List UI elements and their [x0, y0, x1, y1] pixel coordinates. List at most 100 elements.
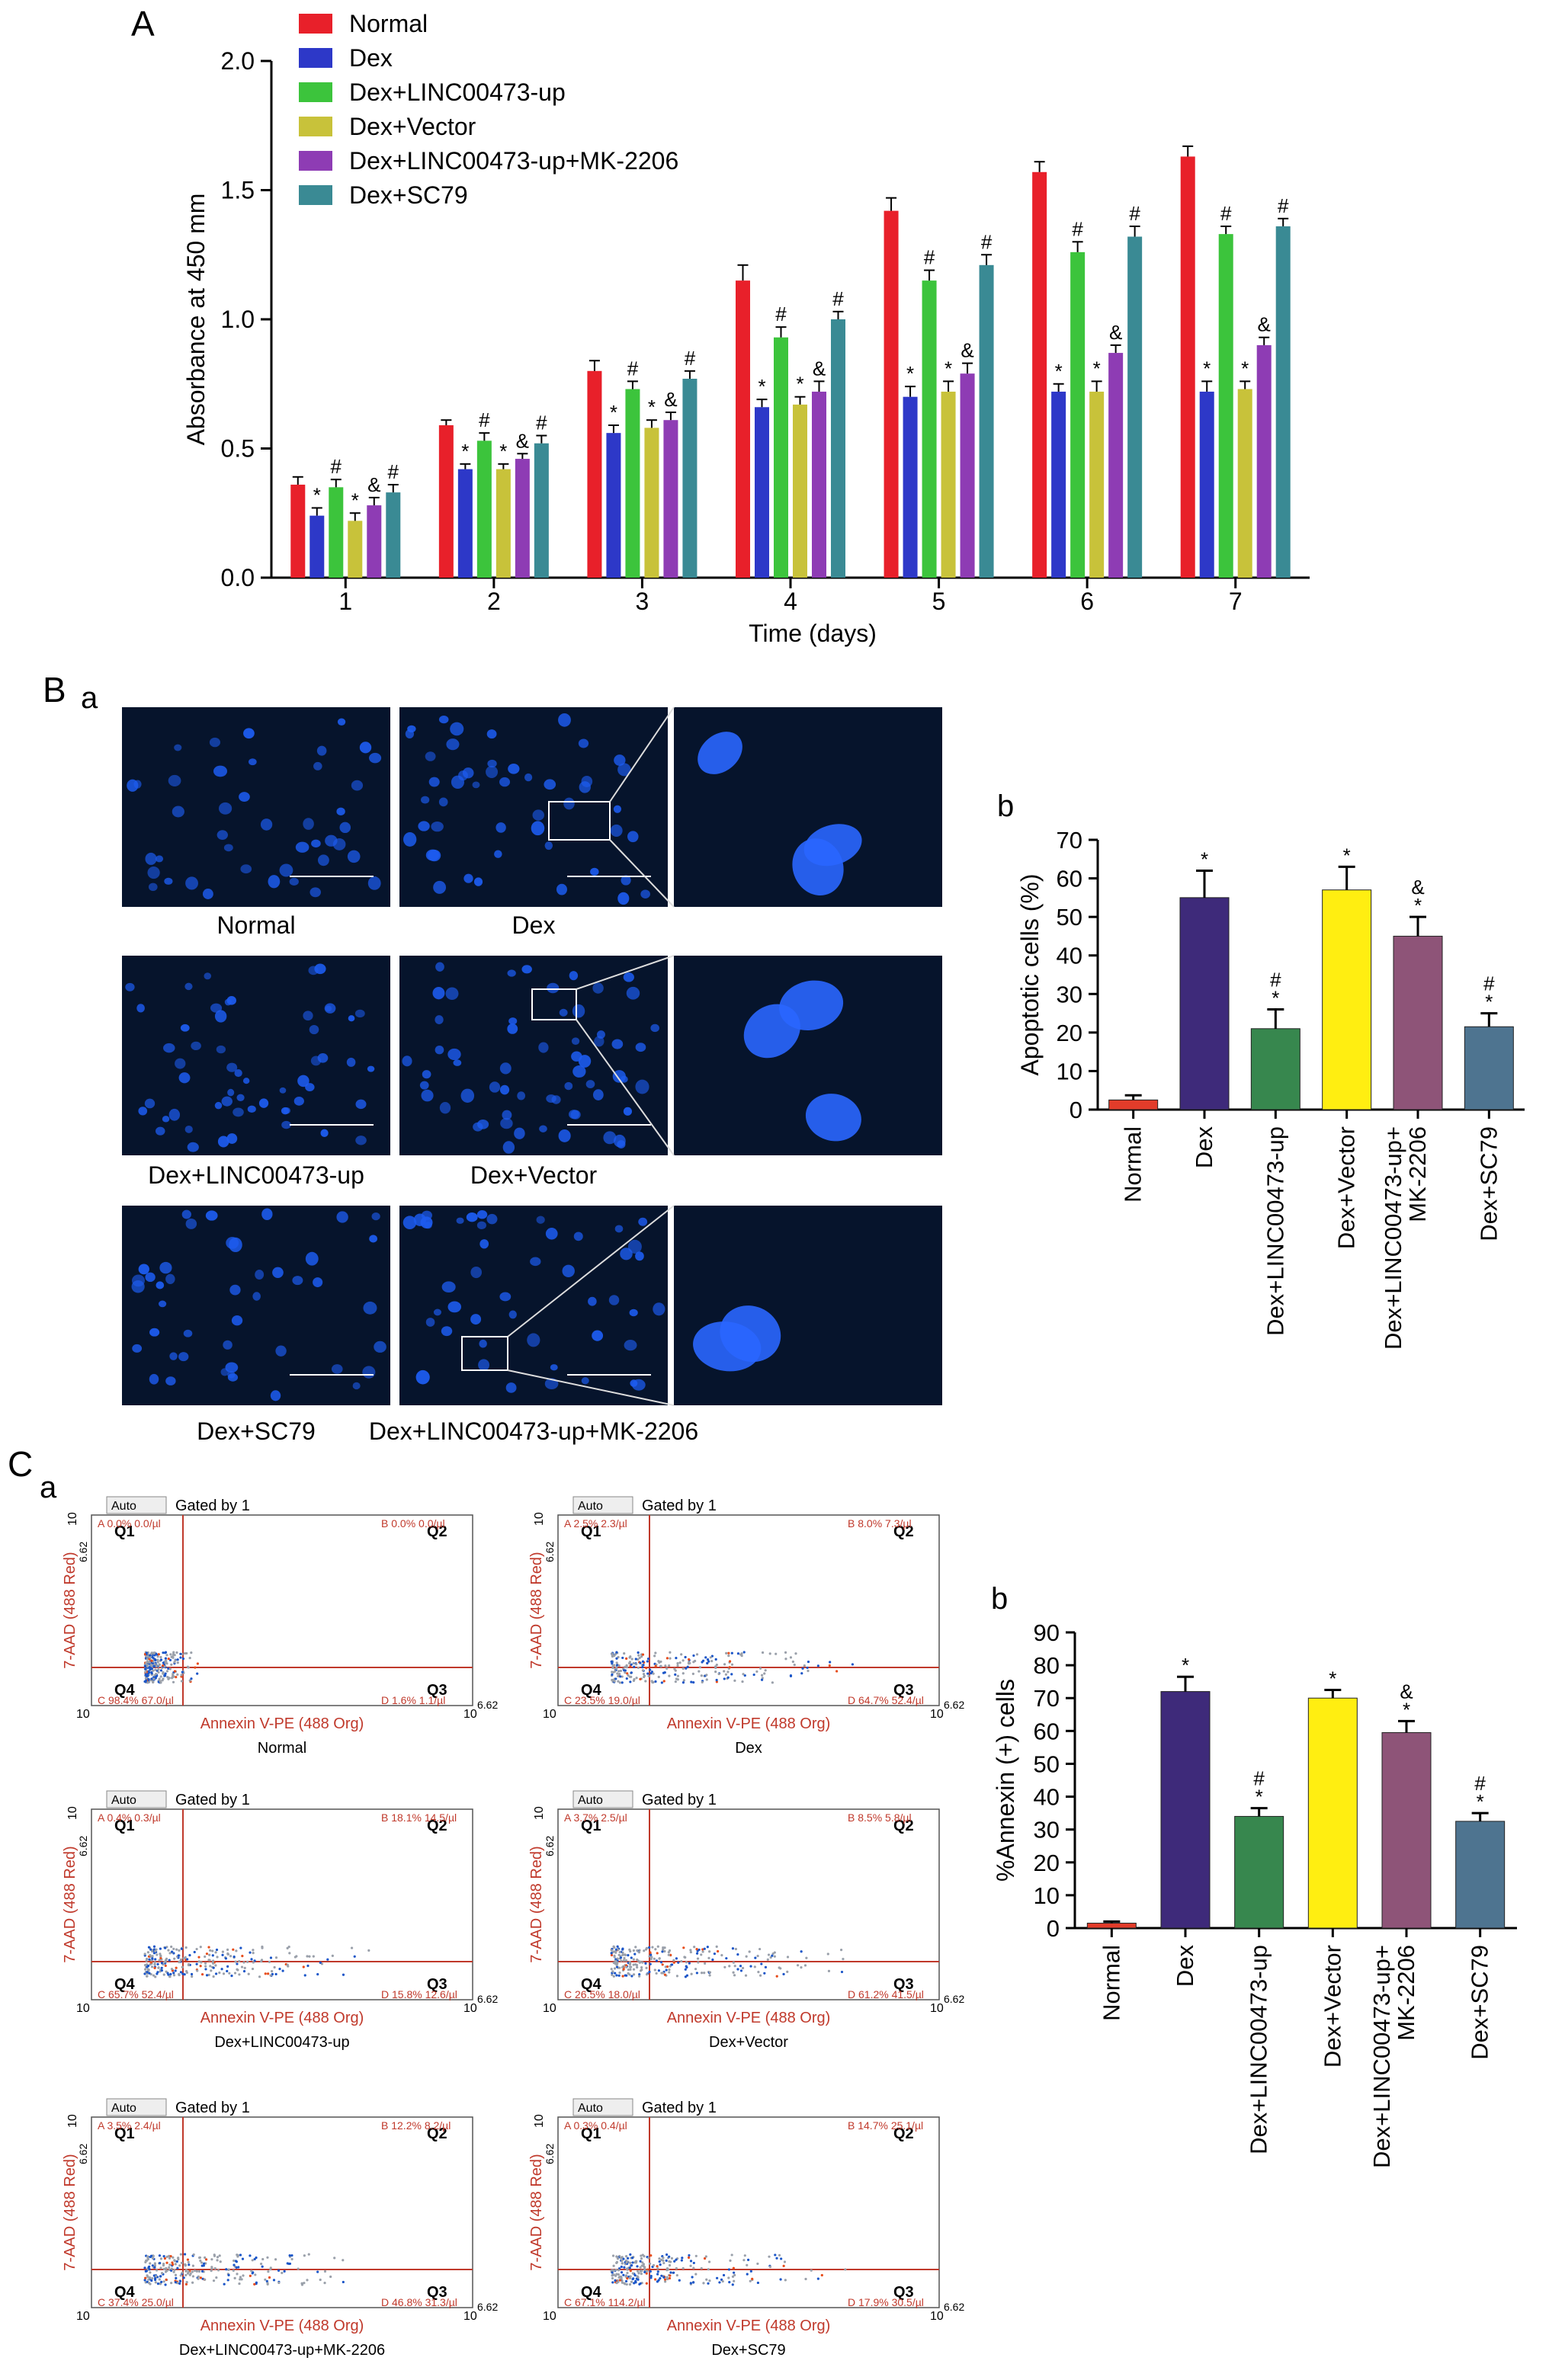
scatter-dot — [734, 1947, 737, 1951]
scatter-dot — [692, 1654, 695, 1658]
scatter-dot — [669, 2260, 672, 2263]
axis-min-label: 10 — [76, 1708, 90, 1721]
scatter-dot — [668, 2255, 671, 2258]
scatter-dot — [210, 2269, 213, 2273]
scatter-dot — [214, 1972, 218, 1975]
scatter-dot — [755, 1670, 758, 1674]
flow-caption: Dex — [735, 1740, 762, 1757]
nucleus — [623, 1107, 633, 1116]
scatter-dot — [156, 1658, 159, 1661]
scatter-dot — [182, 2276, 185, 2279]
significance-mark: * — [351, 488, 359, 511]
nucleus — [505, 1382, 517, 1393]
scatter-dot — [806, 1666, 809, 1670]
scatter-dot — [152, 1952, 156, 1955]
scatter-dot — [156, 1962, 159, 1965]
scatter-dot — [236, 2273, 239, 2276]
scatter-dot — [764, 1669, 767, 1672]
nucleus — [508, 1310, 517, 1319]
nucleus — [425, 751, 436, 761]
scatter-dot — [171, 1654, 175, 1658]
nucleus — [544, 1378, 559, 1390]
scatter-dot — [150, 1667, 153, 1670]
scatter-dot — [268, 1960, 271, 1964]
scatter-dot — [156, 1661, 159, 1664]
scatter-dot — [174, 1969, 177, 1972]
significance-mark: * — [1477, 1790, 1484, 1813]
scatter-dot — [640, 2257, 643, 2260]
scatter-dot — [168, 1667, 172, 1670]
nucleus — [159, 1261, 172, 1274]
scatter-dot — [663, 1973, 667, 1976]
significance-mark: # — [981, 230, 993, 253]
nucleus — [180, 1023, 190, 1032]
nucleus — [435, 1015, 444, 1024]
nucleus — [590, 867, 599, 876]
q2-label: Q2 — [893, 2125, 914, 2142]
scatter-dot — [612, 2269, 615, 2272]
scatter-dot — [726, 1670, 730, 1674]
scatter-dot — [816, 1664, 819, 1667]
scatter-dot — [678, 1661, 681, 1664]
scatter-dot — [152, 1669, 155, 1672]
scatter-dot — [265, 2279, 268, 2283]
scatter-dot — [150, 1965, 154, 1968]
scatter-dot — [670, 1963, 674, 1966]
scatter-dot — [649, 1953, 653, 1956]
scatter-dot — [172, 1974, 176, 1977]
nucleus — [435, 1046, 444, 1055]
nucleus — [564, 1081, 573, 1091]
scatter-dot — [212, 1962, 215, 1965]
nucleus — [295, 841, 309, 853]
scatter-dot — [659, 1664, 662, 1667]
scatter-dot — [329, 2275, 332, 2279]
scatter-dot — [733, 1679, 736, 1682]
scatter-dot — [708, 2279, 711, 2282]
scatter-dot — [774, 2253, 777, 2257]
scatter-dot — [149, 1656, 152, 1659]
scatter-dot — [204, 2278, 207, 2281]
nucleus — [578, 1055, 592, 1068]
scatter-dot — [149, 2262, 152, 2265]
scatter-dot — [611, 2271, 614, 2274]
scatter-dot — [181, 1965, 184, 1968]
scatter-dot — [768, 2255, 771, 2258]
auto-dropdown-label: Auto — [111, 1794, 136, 1807]
scatter-dot — [146, 1971, 149, 1974]
scatter-dot — [300, 2283, 304, 2286]
scatter-dot — [175, 1948, 178, 1951]
scatter-dot — [631, 2261, 634, 2264]
scatter-dot — [149, 1654, 152, 1657]
nucleus — [499, 1292, 512, 1302]
bar — [1237, 389, 1252, 578]
scatter-dot — [611, 1973, 614, 1977]
scatter-dot — [367, 1949, 370, 1952]
scatter-dot — [175, 1966, 178, 1969]
scatter-dot — [219, 2260, 222, 2263]
scatter-dot — [730, 1651, 733, 1654]
scatter-dot — [159, 1655, 162, 1659]
scatter-dot — [188, 1656, 191, 1660]
nucleus — [279, 863, 293, 877]
nucleus — [185, 1218, 197, 1229]
nucleus — [585, 1080, 595, 1088]
scatter-dot — [191, 2264, 195, 2267]
auto-dropdown-label: Auto — [578, 2102, 603, 2115]
x-tick-label: 7 — [1229, 588, 1243, 615]
scatter-dot — [156, 2269, 159, 2272]
significance-mark: # — [924, 246, 935, 269]
fluorescence-image-dex — [399, 707, 668, 907]
scatter-dot — [672, 1959, 675, 1962]
scatter-dot — [184, 2264, 187, 2267]
nucleus — [594, 1036, 605, 1047]
scatter-dot — [701, 1950, 704, 1953]
bar — [755, 407, 769, 578]
nucleus — [479, 1239, 489, 1249]
scatter-dot — [188, 2263, 191, 2266]
scatter-dot — [694, 2254, 698, 2257]
scatter-dot — [269, 1956, 273, 1959]
scatter-dot — [181, 1972, 184, 1975]
scatter-dot — [251, 1967, 255, 1971]
nucleus — [156, 1281, 165, 1289]
scatter-dot — [621, 2259, 624, 2262]
